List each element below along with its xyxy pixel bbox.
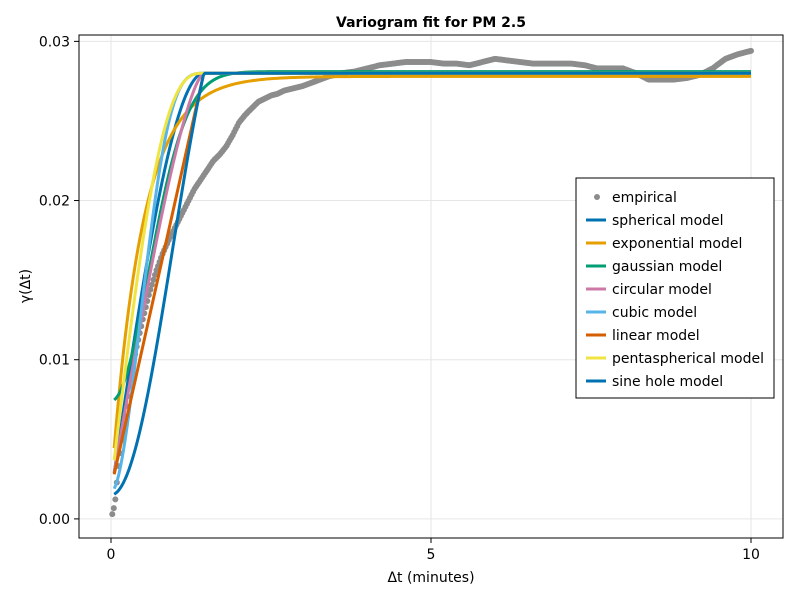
legend-label-circular: circular model	[612, 282, 712, 298]
y-tick-label: 0.03	[39, 34, 70, 50]
legend-label-sinehole: sine hole model	[612, 374, 723, 390]
y-tick-label: 0.01	[39, 353, 70, 369]
empirical-point	[151, 271, 158, 278]
legend-label-cubic: cubic model	[612, 305, 697, 321]
x-tick-label: 10	[742, 547, 760, 563]
legend-label-pentaspherical: pentaspherical model	[612, 351, 764, 367]
legend-label-linear: linear model	[612, 328, 700, 344]
chart-title: Variogram fit for PM 2.5	[336, 15, 526, 31]
x-tick-label: 0	[107, 547, 116, 563]
empirical-point	[148, 281, 155, 288]
series-line-sinehole	[113, 71, 751, 496]
y-tick-label: 0.00	[39, 512, 70, 528]
series-line-exponential	[112, 74, 751, 449]
legend-label-gaussian: gaussian model	[612, 259, 722, 275]
series-line-gaussian	[113, 70, 751, 402]
y-axis-label: γ(Δt)	[18, 269, 34, 303]
legend: empirical spherical model exponential mode…	[575, 177, 775, 399]
y-tick-label: 0.02	[39, 194, 70, 210]
x-tick-label: 5	[427, 547, 436, 563]
empirical-point	[150, 276, 157, 283]
legend-label-empirical: empirical	[612, 190, 677, 206]
legend-label-spherical: spherical model	[612, 213, 724, 229]
empirical-point	[147, 286, 154, 293]
empirical-point	[112, 496, 119, 503]
legend-marker-empirical	[594, 194, 600, 200]
empirical-point	[109, 511, 116, 518]
empirical-point	[748, 47, 754, 54]
legend-label-exponential: exponential model	[612, 236, 742, 252]
model-series	[112, 70, 751, 496]
axis-ticks: 0 5 10 0.00 0.01 0.02 0.03	[39, 34, 760, 563]
legend-box	[575, 177, 775, 399]
empirical-point	[110, 505, 117, 512]
x-axis-label: Δt (minutes)	[387, 570, 474, 586]
